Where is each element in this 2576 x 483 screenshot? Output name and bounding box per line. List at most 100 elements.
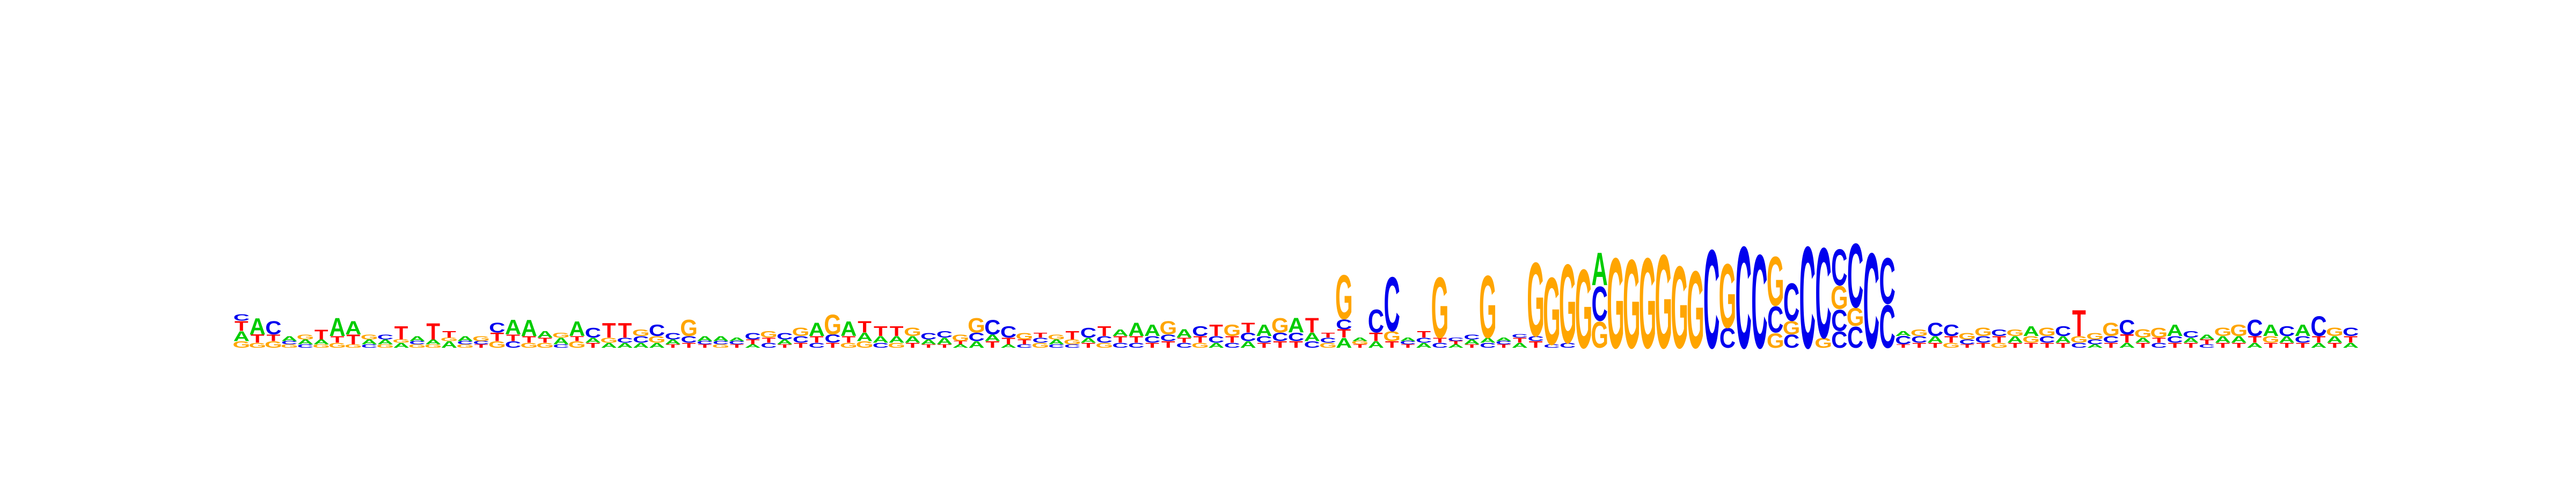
logo-letter-t: T	[1161, 339, 1175, 350]
logo-letter-g: G	[632, 327, 650, 338]
logo-letter-a: A	[2295, 321, 2311, 339]
logo-column: ATC	[2119, 315, 2135, 349]
logo-letter-g: G	[600, 336, 618, 345]
logo-letter-c: C	[233, 312, 250, 323]
logo-letter-c: C	[1592, 276, 1608, 332]
logo-letter-c: C	[1272, 331, 1288, 343]
logo-column: ACT	[1240, 320, 1256, 349]
logo-letter-a: A	[873, 334, 889, 345]
logo-letter-g: G	[760, 329, 778, 340]
logo-letter-c: C	[1736, 216, 1752, 379]
logo-letter-g: G	[265, 339, 282, 350]
logo-letter-g: G	[1383, 328, 1401, 344]
logo-column: GCA	[712, 335, 730, 349]
logo-column: GAT	[312, 327, 330, 349]
logo-letter-a: A	[2183, 336, 2199, 345]
logo-letter-c: C	[1719, 323, 1736, 355]
logo-column: CTG	[1224, 321, 1241, 349]
logo-letter-t: T	[1225, 334, 1239, 345]
logo-letter-g: G	[1671, 242, 1688, 373]
logo-letter-t: T	[2248, 334, 2262, 345]
logo-letter-c: C	[2039, 334, 2055, 345]
logo-column: CAT	[1304, 313, 1320, 350]
logo-column: TGA	[2262, 321, 2280, 349]
logo-letter-a: A	[1927, 334, 1943, 345]
logo-letter-a: A	[313, 338, 330, 346]
logo-column: TCG	[1527, 241, 1545, 359]
logo-letter-c: C	[1448, 337, 1464, 342]
logo-letter-t: T	[874, 324, 888, 339]
logo-letter-t: T	[841, 334, 855, 345]
logo-letter-g: G	[1064, 338, 1081, 346]
logo-column: GCA	[281, 335, 298, 349]
logo-letter-c: C	[697, 340, 713, 346]
logo-letter-t: T	[2280, 341, 2294, 349]
logo-letter-g: G	[1575, 246, 1593, 372]
logo-letter-a: A	[617, 341, 633, 349]
logo-letter-g: G	[377, 344, 394, 349]
logo-letter-a: A	[329, 312, 345, 341]
logo-column: TGC	[1383, 261, 1401, 350]
logo-letter-a: A	[2119, 341, 2135, 349]
logo-letter-t: T	[1369, 331, 1383, 343]
logo-column: GTA	[568, 317, 586, 350]
logo-letter-c: C	[1831, 327, 1847, 353]
logo-column: TGA	[2022, 324, 2040, 349]
logo-letter-t: T	[1529, 339, 1543, 350]
logo-letter-c: C	[1480, 341, 1496, 349]
logo-letter-t: T	[1497, 344, 1511, 349]
logo-letter-a: A	[665, 338, 681, 346]
logo-letter-t: T	[570, 335, 584, 343]
logo-letter-a: A	[1400, 337, 1416, 342]
logo-letter-a: A	[953, 344, 969, 349]
logo-column: G	[1575, 246, 1593, 372]
logo-letter-c: C	[633, 334, 649, 345]
logo-letter-g: G	[1958, 331, 1976, 341]
logo-letter-c: C	[553, 344, 569, 349]
logo-column: TCG	[792, 326, 810, 349]
logo-letter-c: C	[1416, 336, 1432, 345]
logo-column: TAC	[665, 331, 681, 349]
logo-letter-a: A	[233, 328, 250, 344]
logo-letter-c: C	[1895, 334, 1911, 347]
logo-letter-t: T	[730, 344, 744, 349]
logo-letter-c: C	[1959, 338, 1975, 346]
logo-letter-c: C	[1400, 340, 1416, 346]
logo-letter-a: A	[857, 331, 873, 343]
logo-letter-t: T	[1081, 341, 1095, 349]
logo-letter-t: T	[346, 332, 360, 347]
logo-letter-t: T	[666, 344, 680, 349]
logo-column: TAC	[1080, 325, 1096, 349]
logo-letter-c: C	[2199, 344, 2215, 349]
logo-letter-t: T	[426, 318, 440, 345]
logo-letter-g: G	[840, 341, 858, 349]
logo-letter-g: G	[2214, 326, 2232, 339]
logo-letter-t: T	[985, 339, 999, 350]
logo-column: CTA	[1128, 319, 1144, 349]
logo-letter-t: T	[1145, 341, 1159, 349]
logo-letter-c: C	[1527, 335, 1543, 343]
logo-letter-t: T	[235, 318, 248, 334]
logo-letter-a: A	[2135, 336, 2151, 345]
logo-column: TCG	[1958, 331, 1976, 349]
logo-letter-a: A	[840, 317, 857, 340]
logo-letter-c: C	[873, 341, 889, 349]
logo-column: GCG	[1767, 242, 1784, 353]
logo-letter-a: A	[984, 333, 1000, 343]
logo-column: CAT	[873, 324, 889, 349]
logo-letter-c: C	[1847, 225, 1863, 327]
logo-column: TCG	[2038, 326, 2056, 349]
logo-letter-c: C	[1943, 321, 1959, 339]
logo-letter-c: C	[984, 315, 1000, 339]
logo-column: G	[1607, 231, 1624, 376]
logo-column: TAG	[2134, 327, 2152, 349]
logo-letter-c: C	[1160, 333, 1176, 343]
logo-column: GCA	[1591, 243, 1608, 356]
logo-letter-a: A	[968, 339, 984, 350]
logo-letter-g: G	[1639, 231, 1657, 376]
logo-letter-t: T	[1209, 321, 1223, 339]
logo-column: ATC	[744, 331, 760, 349]
logo-column: ATC	[2310, 311, 2326, 349]
logo-letter-a: A	[345, 318, 361, 339]
